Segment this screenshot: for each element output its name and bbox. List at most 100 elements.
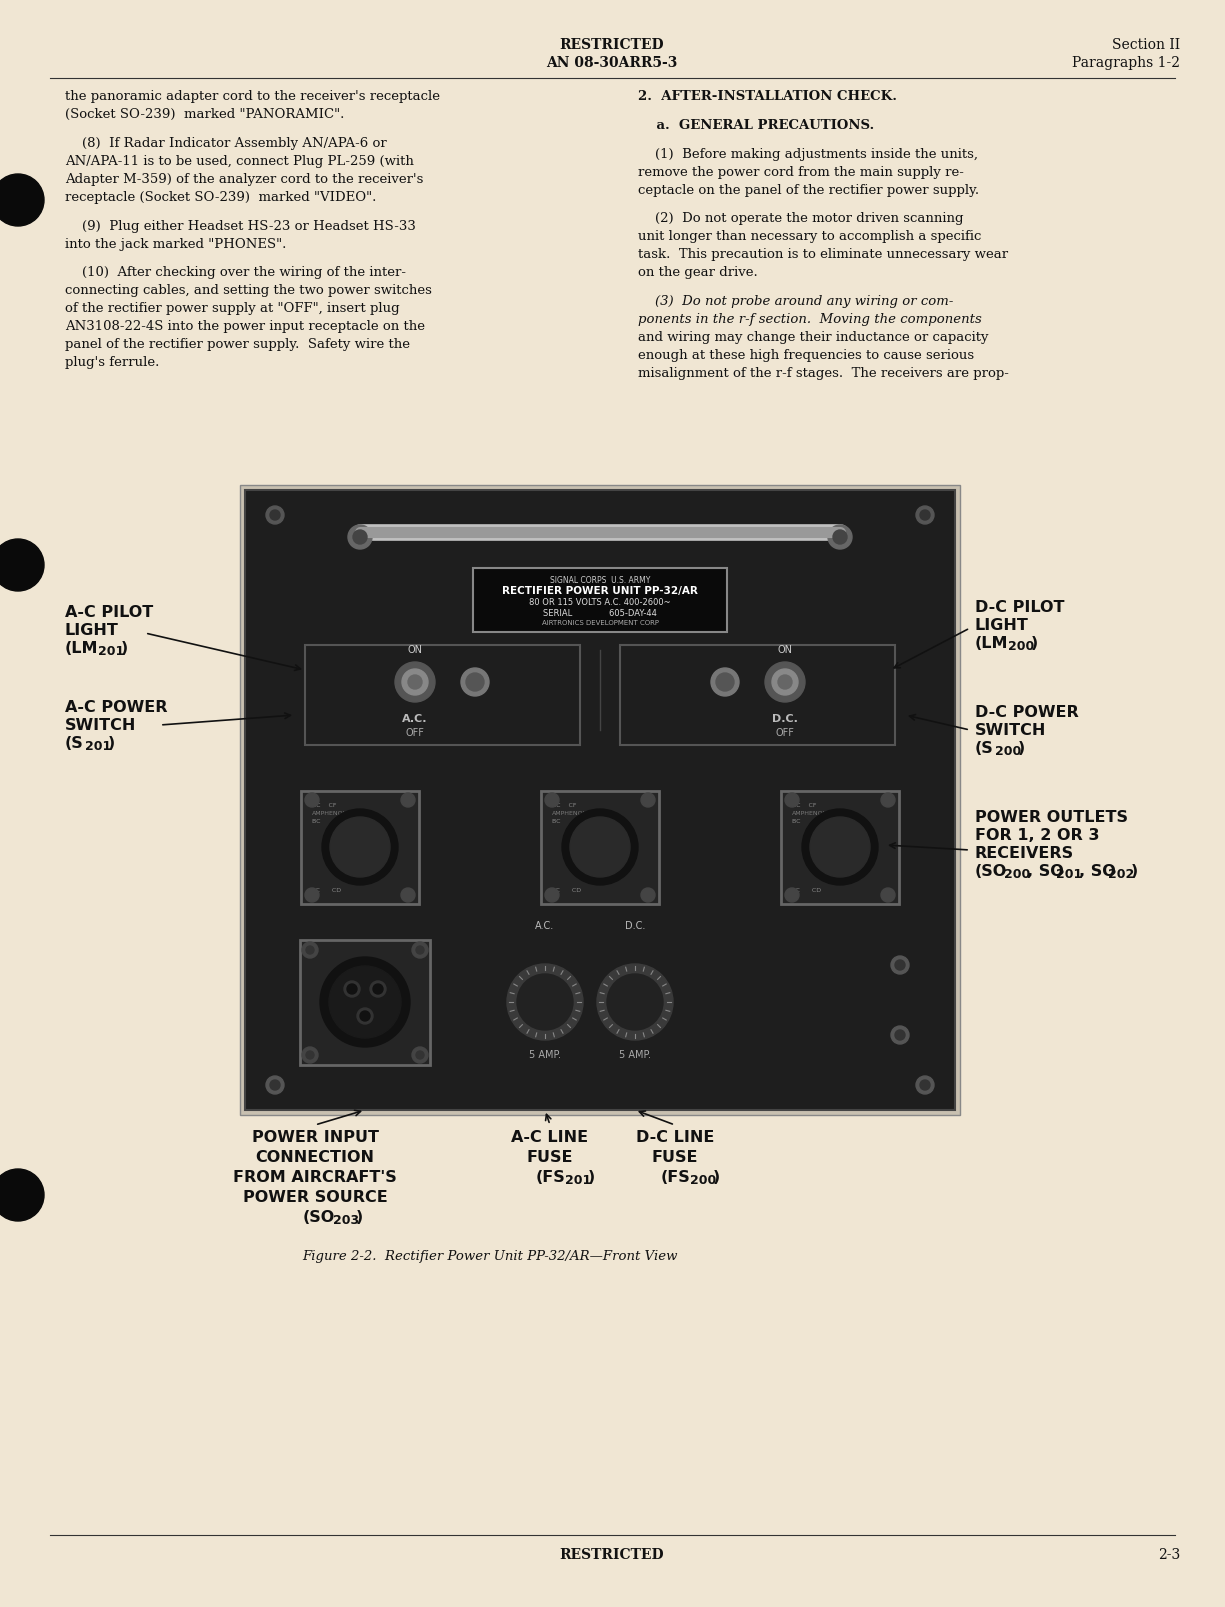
Text: (3)  Do not probe around any wiring or com-: (3) Do not probe around any wiring or co… [638,296,953,309]
Circle shape [303,1048,318,1062]
Circle shape [895,959,905,971]
Text: cC      CD: cC CD [312,889,341,893]
Text: A-C POWER: A-C POWER [65,701,168,715]
Circle shape [372,983,383,995]
Text: AIRTRONICS DEVELOPMENT CORP: AIRTRONICS DEVELOPMENT CORP [541,620,659,627]
Text: unit longer than necessary to accomplish a specific: unit longer than necessary to accomplish… [638,230,981,243]
Circle shape [895,1030,905,1040]
Circle shape [330,966,401,1038]
Text: (1)  Before making adjustments inside the units,: (1) Before making adjustments inside the… [638,148,978,161]
Text: , SO: , SO [1027,865,1063,879]
Circle shape [764,662,805,702]
Text: (LM: (LM [975,636,1008,651]
Text: 2-3: 2-3 [1158,1548,1180,1562]
Circle shape [330,816,390,877]
Text: cC      CD: cC CD [793,889,821,893]
Text: RESTRICTED: RESTRICTED [560,39,664,51]
Text: (FS: (FS [537,1170,566,1184]
Circle shape [412,942,428,958]
Circle shape [417,1051,424,1059]
Text: ON: ON [778,644,793,656]
Text: task.  This precaution is to eliminate unnecessary wear: task. This precaution is to eliminate un… [638,249,1008,262]
Text: (SO: (SO [975,865,1007,879]
Text: a.  GENERAL PRECAUTIONS.: a. GENERAL PRECAUTIONS. [638,119,875,132]
Text: panel of the rectifier power supply.  Safety wire the: panel of the rectifier power supply. Saf… [65,339,410,352]
Circle shape [303,942,318,958]
Text: ceptacle on the panel of the rectifier power supply.: ceptacle on the panel of the rectifier p… [638,183,979,196]
Text: RECEIVERS: RECEIVERS [975,845,1074,861]
Text: 201: 201 [98,644,124,657]
Text: (LM: (LM [65,641,98,656]
Circle shape [710,669,739,696]
Circle shape [920,1080,930,1090]
Circle shape [778,675,793,689]
Text: BC        CE: BC CE [793,820,824,824]
Text: ): ) [356,1210,364,1225]
Circle shape [408,675,421,689]
FancyBboxPatch shape [782,791,899,905]
Text: CONNECTION: CONNECTION [256,1151,375,1165]
Text: ): ) [108,736,115,750]
Text: 200: 200 [1008,640,1034,652]
Circle shape [562,808,638,885]
Text: (Socket SO-239)  marked "PANORAMIC".: (Socket SO-239) marked "PANORAMIC". [65,108,344,121]
Circle shape [0,174,44,227]
FancyBboxPatch shape [473,567,726,632]
Text: 200: 200 [1004,868,1030,881]
Text: A-C PILOT: A-C PILOT [65,604,153,620]
FancyBboxPatch shape [541,791,659,905]
Circle shape [266,506,284,524]
Text: A.C.: A.C. [402,714,428,725]
Text: enough at these high frequencies to cause serious: enough at these high frequencies to caus… [638,349,974,362]
Text: SWITCH: SWITCH [65,718,136,733]
Circle shape [417,947,424,955]
FancyBboxPatch shape [240,485,960,1115]
Text: (S: (S [975,741,993,755]
Text: (2)  Do not operate the motor driven scanning: (2) Do not operate the motor driven scan… [638,212,964,225]
Text: D-C POWER: D-C POWER [975,705,1079,720]
FancyBboxPatch shape [245,490,956,1110]
Circle shape [344,980,360,996]
Circle shape [306,1051,314,1059]
Circle shape [828,525,853,550]
FancyBboxPatch shape [301,791,419,905]
Text: SWITCH: SWITCH [975,723,1046,738]
Circle shape [772,669,797,694]
Text: AN 08-30ARR5-3: AN 08-30ARR5-3 [546,56,677,71]
Circle shape [370,980,386,996]
Circle shape [270,509,281,521]
Circle shape [881,792,895,807]
Text: D-C PILOT: D-C PILOT [975,599,1065,615]
Circle shape [891,1025,909,1045]
Text: and wiring may change their inductance or capacity: and wiring may change their inductance o… [638,331,989,344]
Text: AC    CF: AC CF [793,804,817,808]
Text: 2.  AFTER-INSTALLATION CHECK.: 2. AFTER-INSTALLATION CHECK. [638,90,897,103]
Text: 80 OR 115 VOLTS A.C. 400-2600~: 80 OR 115 VOLTS A.C. 400-2600~ [529,598,671,607]
Circle shape [570,816,630,877]
Text: POWER OUTLETS: POWER OUTLETS [975,810,1128,824]
Text: on the gear drive.: on the gear drive. [638,267,758,280]
Circle shape [356,1008,372,1024]
Circle shape [641,792,655,807]
Text: SERIAL              605-DAY-44: SERIAL 605-DAY-44 [543,609,657,619]
Text: AMPHENOL: AMPHENOL [312,812,347,816]
Circle shape [916,1077,933,1094]
Circle shape [270,1080,281,1090]
Text: plug's ferrule.: plug's ferrule. [65,357,159,370]
Circle shape [545,889,559,902]
Text: RECTIFIER POWER UNIT PP-32/AR: RECTIFIER POWER UNIT PP-32/AR [502,587,698,596]
Circle shape [412,1048,428,1062]
Text: , SO: , SO [1079,865,1116,879]
Text: RESTRICTED: RESTRICTED [560,1548,664,1562]
Circle shape [360,1011,370,1020]
Text: 200: 200 [995,746,1022,759]
Text: AC    CF: AC CF [312,804,337,808]
Text: (SO: (SO [303,1210,336,1225]
Text: 201: 201 [85,739,111,754]
Text: into the jack marked "PHONES".: into the jack marked "PHONES". [65,238,287,251]
Text: BC        CE: BC CE [552,820,584,824]
Text: ): ) [121,641,129,656]
Text: (9)  Plug either Headset HS-23 or Headset HS-33: (9) Plug either Headset HS-23 or Headset… [65,220,415,233]
Text: 202: 202 [1107,868,1134,881]
Text: Adapter M-359) of the analyzer cord to the receiver's: Adapter M-359) of the analyzer cord to t… [65,174,424,186]
